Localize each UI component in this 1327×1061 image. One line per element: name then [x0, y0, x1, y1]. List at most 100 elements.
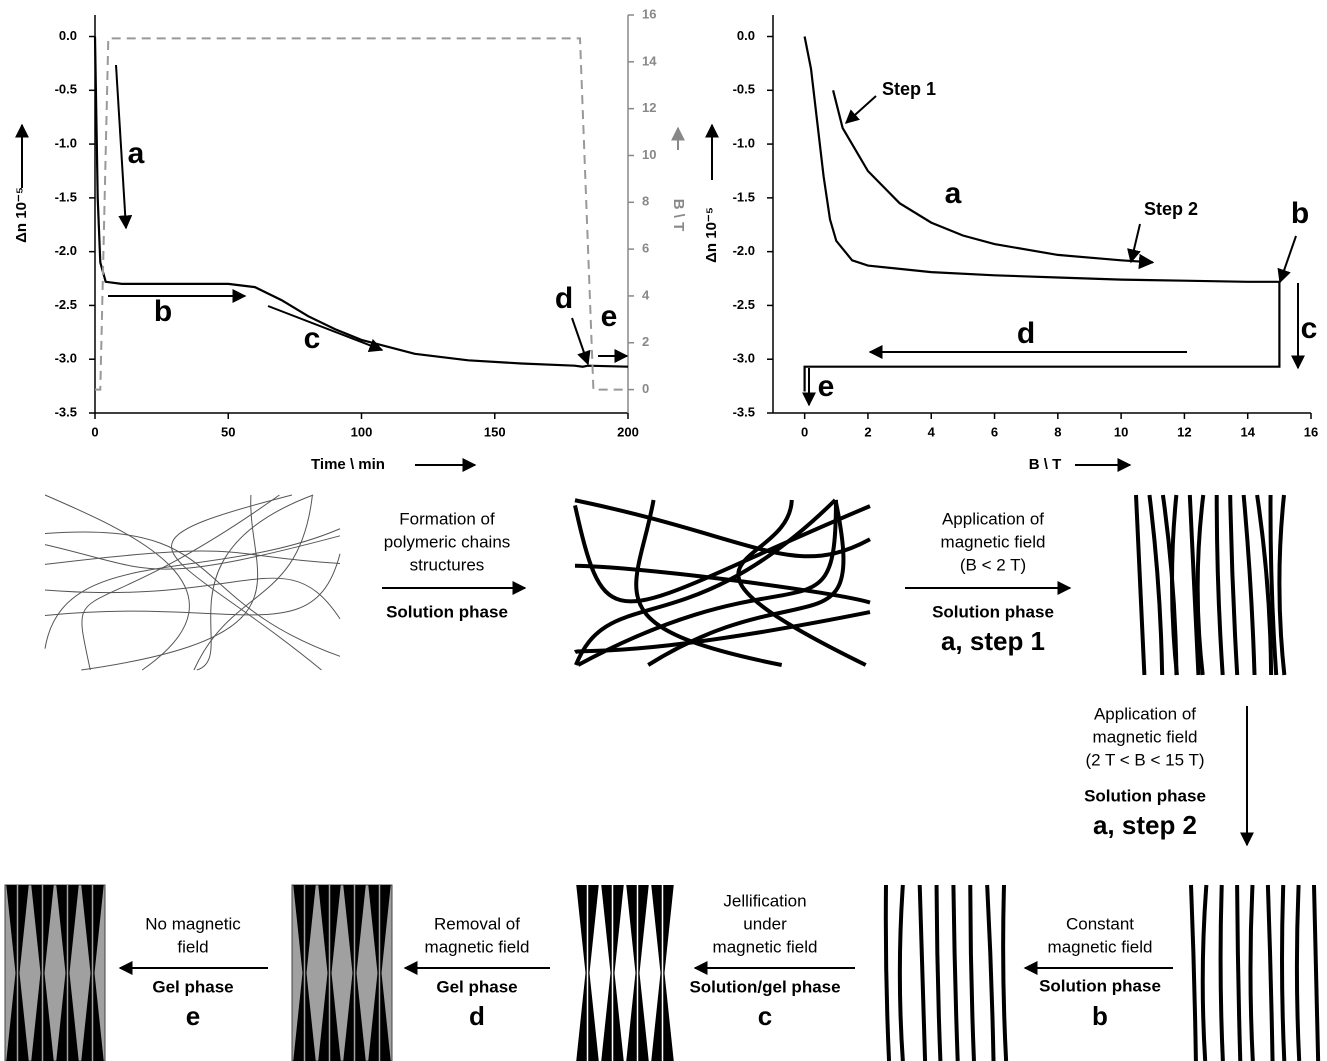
y-tick-label: -3.0 — [733, 351, 755, 366]
step-label: d — [469, 1001, 485, 1031]
chain — [1244, 495, 1255, 675]
y-axis-label: Δn 10⁻⁵ — [13, 187, 30, 243]
annotation: Step 1 — [882, 79, 936, 99]
chain — [900, 885, 903, 1061]
chain — [937, 885, 941, 1061]
y-tick-label: -2.5 — [733, 297, 755, 312]
x-tick-label: 2 — [864, 424, 871, 439]
x-tick-label: 200 — [617, 424, 639, 439]
data-line — [95, 37, 628, 367]
chain — [1203, 885, 1207, 1061]
step-caption: (B < 2 T) — [960, 555, 1026, 574]
arrow — [1131, 224, 1140, 262]
annotation: d — [1017, 317, 1035, 350]
chain — [1149, 495, 1162, 675]
data-line — [833, 90, 1153, 262]
arrow — [1280, 236, 1296, 282]
chain — [970, 885, 974, 1061]
x-tick-label: 0 — [801, 424, 808, 439]
chain — [1230, 495, 1237, 675]
y2-tick-label: 14 — [642, 53, 657, 68]
chain — [194, 495, 312, 670]
chain — [1217, 495, 1223, 675]
plot-frame — [95, 15, 628, 413]
y-tick-label: -1.0 — [733, 136, 755, 151]
y-tick-label: -1.5 — [55, 189, 77, 204]
chain — [45, 536, 340, 569]
y-tick-label: -3.0 — [55, 351, 77, 366]
step-label: a, step 1 — [941, 626, 1045, 656]
plot-frame — [773, 15, 1311, 413]
step-caption: No magnetic — [145, 914, 241, 933]
x-tick-label: 100 — [351, 424, 373, 439]
annotation: c — [304, 322, 321, 355]
y2-tick-label: 4 — [642, 287, 650, 302]
chain — [82, 495, 280, 670]
annotation: e — [601, 300, 618, 333]
chain — [197, 495, 313, 670]
y-tick-label: -1.0 — [55, 136, 77, 151]
step-label: e — [186, 1001, 200, 1031]
arrow — [846, 96, 876, 123]
step-phase: Solution phase — [386, 602, 508, 621]
annotation: Step 2 — [1144, 199, 1198, 219]
chain — [1221, 885, 1223, 1061]
chain — [1297, 885, 1299, 1061]
annotation: d — [555, 282, 573, 315]
step-caption: (2 T < B < 15 T) — [1085, 750, 1204, 769]
chain — [1191, 885, 1196, 1061]
x-tick-label: 50 — [221, 424, 235, 439]
y-tick-label: -2.0 — [733, 243, 755, 258]
chain — [1314, 885, 1318, 1061]
y2-tick-label: 6 — [642, 241, 649, 256]
step-phase: Gel phase — [436, 977, 517, 996]
y-tick-label: -1.5 — [733, 189, 755, 204]
step-caption: Application of — [1094, 704, 1196, 723]
data-line — [95, 38, 628, 389]
step-phase: Solution/gel phase — [689, 977, 840, 996]
x-tick-label: 8 — [1054, 424, 1061, 439]
chain — [1279, 495, 1284, 675]
x-tick-label: 16 — [1304, 424, 1318, 439]
y-tick-label: -0.5 — [733, 82, 755, 97]
data-line — [805, 37, 1280, 392]
x-tick-label: 6 — [991, 424, 998, 439]
step-caption: Removal of — [434, 914, 520, 933]
step-caption: Formation of — [399, 509, 495, 528]
chain — [1237, 885, 1240, 1061]
annotation: a — [128, 137, 145, 170]
x-axis-label: B \ T — [1029, 456, 1062, 473]
arrow — [572, 318, 588, 364]
chain — [886, 885, 889, 1061]
y-tick-label: -2.0 — [55, 243, 77, 258]
x-tick-label: 12 — [1177, 424, 1191, 439]
annotation: b — [1291, 197, 1309, 230]
chain — [1198, 495, 1204, 675]
step-caption: under — [743, 914, 787, 933]
y-tick-label: -2.5 — [55, 297, 77, 312]
step-caption: field — [177, 937, 208, 956]
x-tick-label: 10 — [1114, 424, 1128, 439]
step-caption: polymeric chains — [384, 532, 511, 551]
step-caption: magnetic field — [1093, 727, 1198, 746]
chain — [953, 885, 957, 1061]
x-tick-label: 4 — [928, 424, 936, 439]
step-label: c — [758, 1001, 772, 1031]
annotation: b — [154, 295, 172, 328]
arrow — [116, 65, 126, 228]
x-tick-label: 150 — [484, 424, 506, 439]
x-tick-label: 14 — [1240, 424, 1255, 439]
step-caption: magnetic field — [425, 937, 530, 956]
x-tick-label: 0 — [91, 424, 98, 439]
y2-axis-label: B \ T — [670, 199, 687, 232]
annotation: e — [818, 370, 835, 403]
y-tick-label: 0.0 — [737, 28, 755, 43]
annotation: a — [945, 177, 962, 210]
y-tick-label: -3.5 — [733, 404, 755, 419]
chain — [1268, 885, 1273, 1061]
y2-tick-label: 10 — [642, 147, 656, 162]
chain — [920, 885, 925, 1061]
step-label: a, step 2 — [1093, 810, 1197, 840]
chain — [1250, 885, 1252, 1061]
chain — [45, 495, 189, 670]
